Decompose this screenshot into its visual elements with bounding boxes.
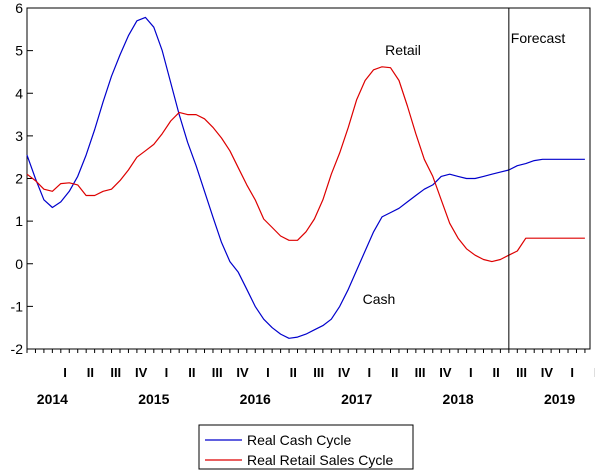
x-quarter-label: III [313,365,324,380]
y-tick-label: -1 [11,298,24,314]
x-year-label: 2019 [544,391,575,407]
x-quarter-label: IV [135,365,148,380]
x-quarter-label: II [391,365,398,380]
x-quarter-label: IV [236,365,249,380]
x-quarter-label: I [63,365,67,380]
series-line-cash [26,16,585,339]
x-quarter-label: IV [338,365,351,380]
y-tick-label: 2 [15,171,23,187]
annotation-forecast: Forecast [511,30,566,46]
annotation-layer: Retail Cash Forecast [363,8,566,349]
x-quarter-label: II [594,365,595,380]
x-quarter-label: III [110,365,121,380]
series-line-retail [26,66,585,263]
x-quarter-label: I [165,365,169,380]
y-tick-label: -2 [11,341,24,357]
x-quarter-label: IV [439,365,452,380]
x-year-label: 2018 [443,391,474,407]
y-tick-label: 1 [15,213,23,229]
x-quarter-label: II [188,365,195,380]
x-quarter-label: III [415,365,426,380]
x-quarter-label: I [266,365,270,380]
x-year-label: 2014 [37,391,68,407]
y-tick-label: 0 [15,256,23,272]
y-tick-label: 5 [15,43,23,59]
x-year-label: 2016 [240,391,271,407]
x-quarter-label: I [570,365,574,380]
legend-label: Real Cash Cycle [247,432,351,448]
annotation-cash: Cash [363,291,396,307]
x-quarter-label: II [493,365,500,380]
legend-box [198,424,414,470]
x-quarter-label: I [368,365,372,380]
y-tick-label: 4 [15,85,23,101]
x-year-label: 2017 [341,391,372,407]
y-tick-label: 3 [15,128,23,144]
legend-label: Real Retail Sales Cycle [247,452,393,468]
x-axis: I II III IV I II III IV I II III IV I II III IV I II III IV… [26,349,595,407]
x-quarter-label: III [516,365,527,380]
x-quarter-label: IV [541,365,554,380]
plot-frame [26,7,591,350]
annotation-retail: Retail [385,42,421,58]
x-quarter-label: III [212,365,223,380]
x-quarter-label: I [469,365,473,380]
legend: Real Cash Cycle Real Retail Sales Cycle [198,424,414,470]
plot-border [26,7,591,350]
x-quarter-label: II [87,365,94,380]
series-layer [26,16,585,339]
y-axis: 6 5 4 3 2 1 0 -1 -2 [11,0,33,357]
x-year-label: 2015 [138,391,169,407]
x-quarter-label: II [290,365,297,380]
y-tick-label: 6 [15,0,23,16]
